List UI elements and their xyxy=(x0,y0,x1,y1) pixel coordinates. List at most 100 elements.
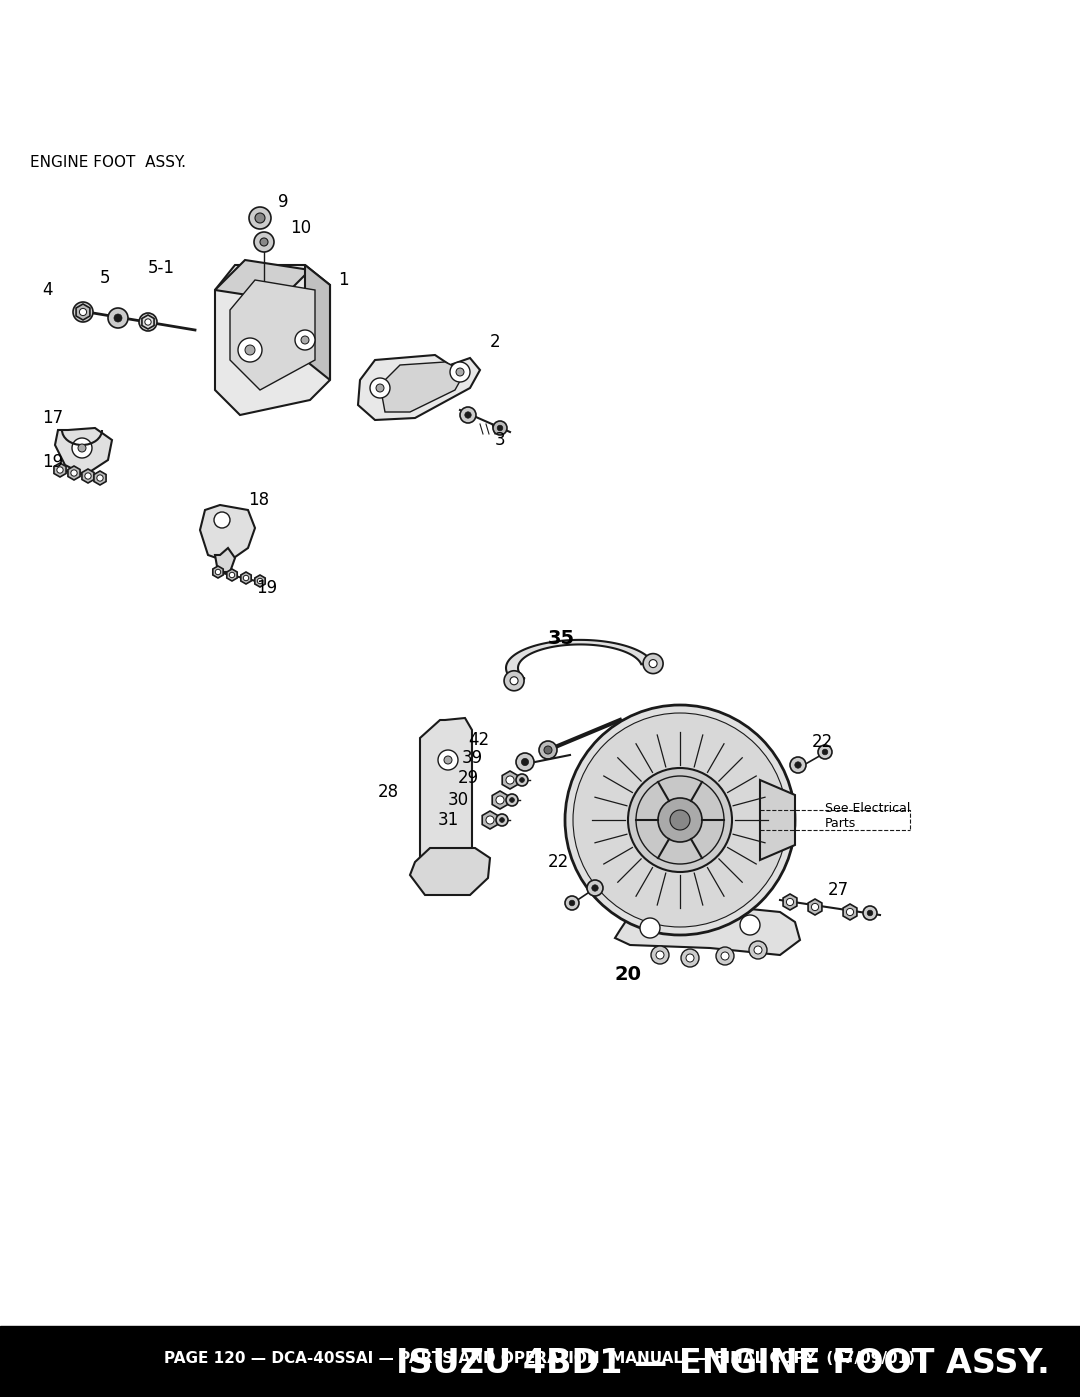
Circle shape xyxy=(681,949,699,967)
Polygon shape xyxy=(200,504,255,562)
Circle shape xyxy=(651,946,669,964)
Text: 35: 35 xyxy=(548,629,576,647)
Circle shape xyxy=(460,407,476,423)
Circle shape xyxy=(740,915,760,935)
Text: ENGINE FOOT  ASSY.: ENGINE FOOT ASSY. xyxy=(30,155,186,170)
Circle shape xyxy=(522,759,528,766)
Circle shape xyxy=(57,467,63,474)
Text: 5: 5 xyxy=(100,270,110,286)
Circle shape xyxy=(588,880,603,895)
Circle shape xyxy=(750,942,767,958)
Text: 19: 19 xyxy=(256,578,278,597)
Circle shape xyxy=(786,898,794,905)
Circle shape xyxy=(496,814,508,826)
Text: 27: 27 xyxy=(828,882,849,900)
Text: 30: 30 xyxy=(448,791,469,809)
Circle shape xyxy=(544,746,552,754)
Circle shape xyxy=(505,775,514,784)
Polygon shape xyxy=(68,467,80,481)
Circle shape xyxy=(510,798,514,802)
Text: 42: 42 xyxy=(468,731,489,749)
Circle shape xyxy=(643,654,663,673)
Polygon shape xyxy=(215,548,235,571)
Circle shape xyxy=(847,908,853,915)
Circle shape xyxy=(139,313,157,331)
Circle shape xyxy=(492,420,507,434)
Circle shape xyxy=(822,749,827,754)
Circle shape xyxy=(795,761,801,768)
Circle shape xyxy=(214,511,230,528)
Bar xyxy=(0,1327,1080,1397)
Circle shape xyxy=(295,330,315,351)
Text: 31: 31 xyxy=(438,812,459,828)
Circle shape xyxy=(863,907,877,921)
Text: 1: 1 xyxy=(338,271,349,289)
Circle shape xyxy=(260,237,268,246)
Polygon shape xyxy=(55,427,112,475)
Circle shape xyxy=(510,676,518,685)
Circle shape xyxy=(450,362,470,381)
Text: 22: 22 xyxy=(548,854,569,870)
Polygon shape xyxy=(380,362,465,412)
Polygon shape xyxy=(230,279,315,390)
Polygon shape xyxy=(76,305,90,320)
Circle shape xyxy=(444,756,453,764)
Circle shape xyxy=(516,753,534,771)
Polygon shape xyxy=(305,265,330,380)
Circle shape xyxy=(565,705,795,935)
Circle shape xyxy=(72,439,92,458)
Polygon shape xyxy=(94,471,106,485)
Circle shape xyxy=(811,904,819,911)
Circle shape xyxy=(649,659,657,668)
Circle shape xyxy=(114,314,122,321)
Circle shape xyxy=(504,671,524,690)
Circle shape xyxy=(573,712,787,928)
Circle shape xyxy=(656,951,664,958)
Text: 17: 17 xyxy=(42,409,63,427)
Circle shape xyxy=(79,307,87,316)
Circle shape xyxy=(145,319,151,326)
Circle shape xyxy=(255,212,265,224)
Polygon shape xyxy=(241,571,252,584)
Circle shape xyxy=(376,384,384,393)
Circle shape xyxy=(238,338,262,362)
Circle shape xyxy=(658,798,702,842)
Polygon shape xyxy=(615,905,800,956)
Circle shape xyxy=(500,817,504,823)
Circle shape xyxy=(85,472,91,479)
Circle shape xyxy=(867,911,873,916)
Circle shape xyxy=(486,816,494,824)
Text: 2: 2 xyxy=(490,332,501,351)
Circle shape xyxy=(627,768,732,872)
Polygon shape xyxy=(227,569,238,581)
Circle shape xyxy=(686,954,694,963)
Circle shape xyxy=(370,379,390,398)
Text: See Electrical
Parts: See Electrical Parts xyxy=(825,802,910,830)
Circle shape xyxy=(438,750,458,770)
Text: 4: 4 xyxy=(42,281,53,299)
Circle shape xyxy=(145,319,151,326)
Circle shape xyxy=(670,810,690,830)
Polygon shape xyxy=(357,355,480,420)
Circle shape xyxy=(243,576,248,581)
Circle shape xyxy=(108,307,129,328)
Circle shape xyxy=(516,774,528,787)
Circle shape xyxy=(818,745,832,759)
Circle shape xyxy=(97,475,104,481)
Circle shape xyxy=(789,757,806,773)
Circle shape xyxy=(754,946,762,954)
Polygon shape xyxy=(808,900,822,915)
Circle shape xyxy=(301,337,309,344)
Circle shape xyxy=(215,570,220,574)
Text: ISUZU 4BD1 — ENGINE FOOT ASSY.: ISUZU 4BD1 — ENGINE FOOT ASSY. xyxy=(396,1347,1050,1380)
Polygon shape xyxy=(82,469,94,483)
Polygon shape xyxy=(843,904,856,921)
Circle shape xyxy=(565,895,579,909)
Polygon shape xyxy=(502,771,517,789)
Text: PAGE 120 — DCA-40SSAI — PARTS AND OPERATION  MANUAL  — FINAL COPY  (07/09/01): PAGE 120 — DCA-40SSAI — PARTS AND OPERAT… xyxy=(164,1351,916,1366)
Polygon shape xyxy=(507,640,653,680)
Circle shape xyxy=(78,444,86,453)
Circle shape xyxy=(245,345,255,355)
Polygon shape xyxy=(482,812,498,828)
Circle shape xyxy=(257,578,262,584)
